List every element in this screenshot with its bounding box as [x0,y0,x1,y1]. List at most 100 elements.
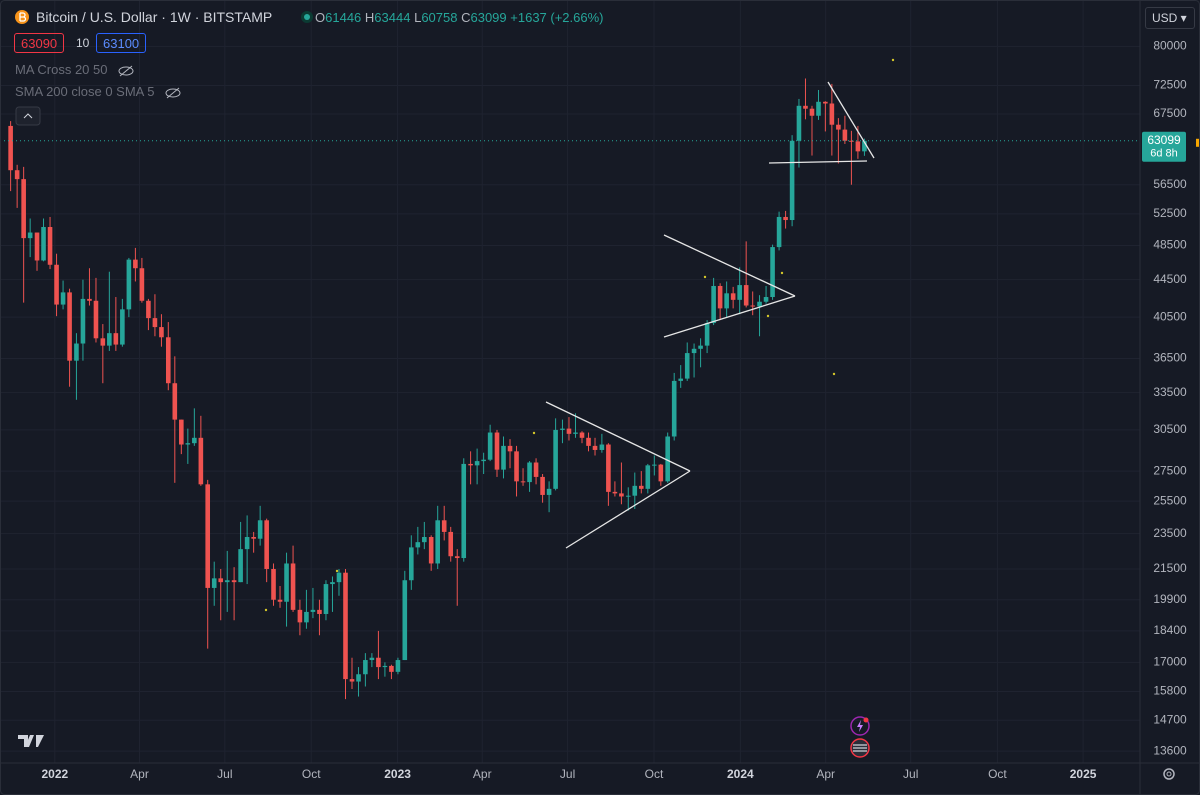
candle-body [796,105,802,141]
trendline [545,401,691,472]
trendline [827,81,875,159]
ohlc-value: 61446 [325,10,362,25]
hidden-icon[interactable] [117,64,135,78]
candle-body [277,599,283,602]
candle-body [441,520,447,532]
candle-body [422,537,427,543]
candle-body [376,657,381,668]
candle-body [60,292,66,305]
candle-body [251,537,256,539]
indicator[interactable]: MA Cross 20 50 [15,62,135,78]
marker [780,271,784,275]
candle-body [126,259,132,310]
candle-body [842,129,848,141]
y-tick-label: 72500 [1153,78,1187,92]
candle-body [192,437,197,444]
candle-body [211,578,217,588]
candle-body [185,443,191,445]
candle-body [494,432,500,470]
logo [18,735,44,747]
candle-body [67,292,72,361]
candle-body [80,298,86,344]
ohlc-label: L [414,10,422,25]
candle-body [730,293,736,300]
hidden-icon[interactable] [164,86,182,100]
ma-cross-markers [264,58,895,612]
candle-body [159,327,164,338]
candle-body [566,428,572,434]
candle-body [323,584,329,614]
candle-body [501,445,506,470]
trendline [768,160,868,164]
y-tick-label: 48500 [1153,238,1187,252]
countdown: 6d 8h [1150,148,1178,160]
candle-body [93,300,99,339]
marker [264,608,268,612]
candle-body [606,444,611,492]
candle-body [711,285,716,324]
candle-body [829,103,835,125]
candle-body [284,563,289,602]
candle-body [763,297,769,302]
candle-body [836,124,841,130]
candle-body [750,305,755,307]
x-tick-label: Oct [645,767,664,781]
y-tick-label: 14700 [1153,712,1187,726]
currency-button[interactable]: USD ▾ [1145,7,1195,29]
settings-icon[interactable] [1163,768,1175,780]
y-tick-label: 33500 [1153,385,1187,399]
candle-body [652,464,657,466]
candle-body [671,380,677,437]
x-tick-label: Apr [130,767,149,781]
candle-body [205,484,211,588]
candle-body [678,378,684,381]
candle-body [698,345,703,349]
ask-button[interactable]: 63100 [96,33,147,53]
candle-body [238,549,243,583]
candle-body [520,481,526,483]
change: +1637 (+2.66%) [510,10,604,25]
candle-body [448,531,454,557]
collapse-button[interactable] [15,106,41,126]
marker [335,569,339,573]
collapse-chevron [23,113,33,119]
candle-body [468,463,473,466]
candle-body [849,140,854,142]
indicator[interactable]: SMA 200 close 0 SMA 5 [15,84,182,100]
y-tick-label: 23500 [1153,526,1187,540]
x-tick-label: 2024 [727,767,754,781]
candle-body [507,445,513,452]
y-tick-label: 52500 [1153,206,1187,220]
candle-body [757,301,762,307]
candle-body [87,298,92,301]
candle-body [435,520,440,564]
event-badge [863,717,869,723]
ohlc-legend: O61446 H63444 L60758 C63099 +1637 (+2.66… [315,10,604,25]
candle-body [599,444,605,450]
y-tick-label: 15800 [1153,684,1187,698]
candle-body [823,101,828,104]
candle-body [317,609,322,614]
marker [832,372,836,376]
candle-body [264,520,269,569]
bid-button[interactable]: 63090 [14,33,65,53]
candle-body [120,309,125,345]
trendlines [545,81,875,549]
candle-body [415,542,421,548]
candle-body [487,432,493,460]
candle-body [8,125,13,171]
candle-body [165,337,171,384]
status-dot [304,14,310,20]
candle-body [560,428,565,430]
candle-body [553,429,558,489]
x-tick-label: Jul [903,767,918,781]
x-tick-label: 2025 [1070,767,1097,781]
event-icon[interactable] [850,716,870,736]
marker [532,431,536,435]
candle-body [717,285,723,309]
last-price-label: 63099 [1147,133,1181,147]
y-tick-label: 21500 [1153,561,1187,575]
candle-body [481,459,486,462]
